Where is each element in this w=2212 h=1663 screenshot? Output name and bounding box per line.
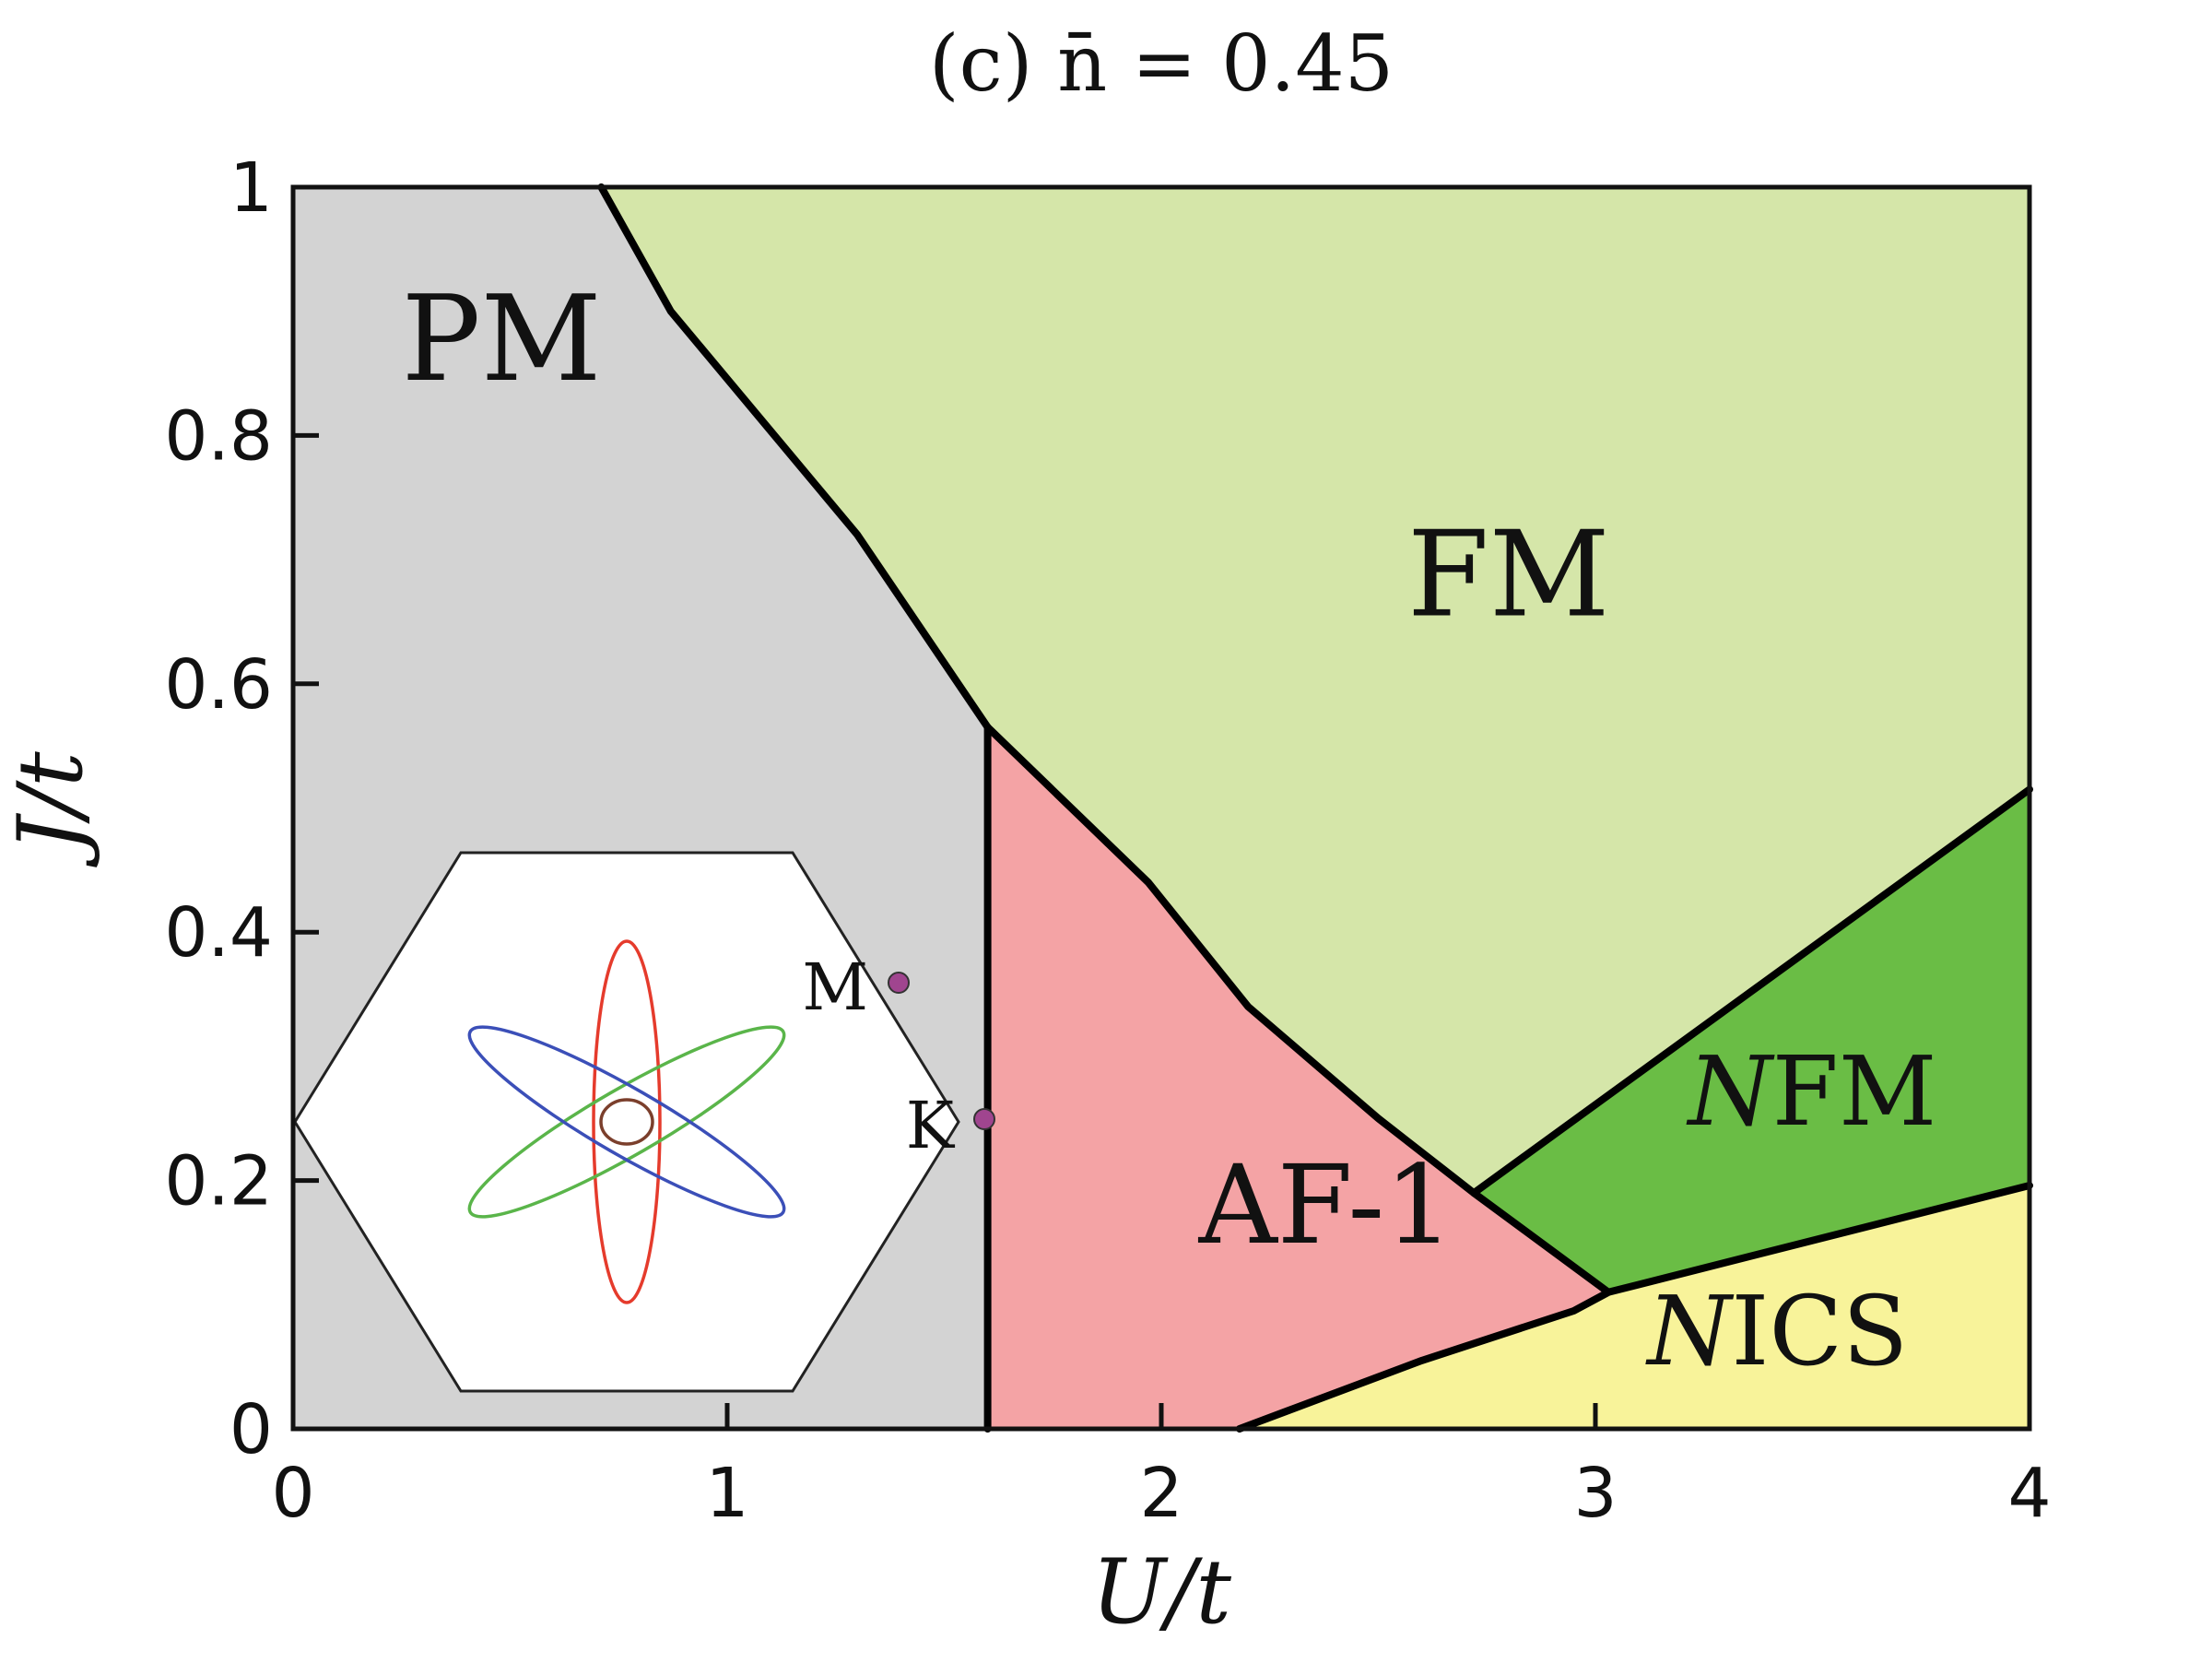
boundary-line-0 <box>597 183 992 731</box>
boundary-line-1 <box>983 723 1613 1296</box>
y-tick-label: 0.8 <box>164 396 273 476</box>
y-tick-label: 0.4 <box>164 893 273 973</box>
region-label-af-1: AF-1 <box>1198 1141 1454 1268</box>
region-fm <box>601 187 2030 1194</box>
region-label-nics: NICS <box>1644 1275 1908 1387</box>
phase-boundaries <box>597 183 2033 1433</box>
point-m-marker <box>888 972 910 994</box>
x-tick-label: 0 <box>271 1454 314 1533</box>
x-tick-label: 3 <box>1573 1454 1617 1533</box>
y-tick-label: 0 <box>229 1390 273 1469</box>
fermi-surface-red <box>592 939 662 1304</box>
boundary-line-3 <box>1470 785 2033 1197</box>
fermi-surface-green <box>467 1025 786 1219</box>
y-tick-label: 1 <box>229 148 273 228</box>
boundary-line-4 <box>1235 1182 2033 1433</box>
y-tick-label: 0.2 <box>164 1142 273 1221</box>
y-tick-label: 0.6 <box>164 645 273 725</box>
point-k-marker <box>973 1108 995 1130</box>
fermi-pocket-center <box>599 1098 654 1146</box>
fermi-surface-blue <box>467 1025 786 1219</box>
x-tick-label: 4 <box>2007 1454 2051 1533</box>
axes: 0 1 2 3 4 0 0.2 0.4 0.6 0.8 1 <box>164 148 2051 1533</box>
region-labels: PM FM AF-1 NFM NICS <box>401 271 1936 1387</box>
brillouin-zone-inset: MK <box>293 851 995 1393</box>
point-m-label: M <box>802 949 868 1025</box>
region-nics <box>1239 1185 2030 1429</box>
brillouin-zone-hexagon <box>293 851 960 1393</box>
region-af-1 <box>987 726 1609 1429</box>
point-k-label: K <box>906 1088 956 1163</box>
region-label-nfm: NFM <box>1686 1035 1937 1148</box>
region-nfm <box>1474 789 2030 1292</box>
chart-title: (c) n̄ = 0.45 <box>929 18 1394 109</box>
x-tick-label: 2 <box>1139 1454 1182 1533</box>
region-label-pm: PM <box>401 271 601 408</box>
y-axis-label: J/t <box>0 751 102 868</box>
region-label-fm: FM <box>1407 507 1610 644</box>
x-tick-label: 1 <box>705 1454 748 1533</box>
x-axis-label: U/t <box>1091 1540 1231 1644</box>
